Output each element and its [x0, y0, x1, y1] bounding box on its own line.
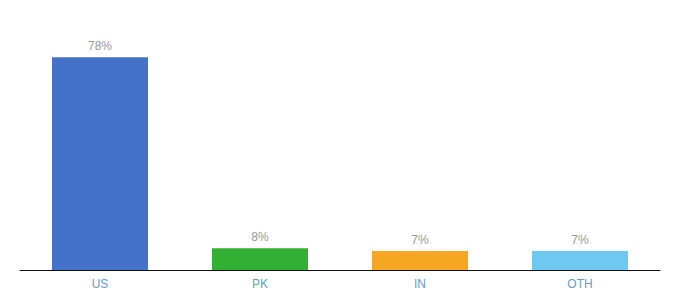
- svg-text:78%: 78%: [88, 39, 112, 53]
- svg-text:OTH: OTH: [567, 277, 592, 291]
- svg-text:US: US: [92, 277, 109, 291]
- svg-text:8%: 8%: [251, 230, 269, 244]
- svg-text:IN: IN: [414, 277, 426, 291]
- svg-text:PK: PK: [252, 277, 268, 291]
- svg-text:7%: 7%: [571, 233, 589, 247]
- svg-text:7%: 7%: [411, 233, 429, 247]
